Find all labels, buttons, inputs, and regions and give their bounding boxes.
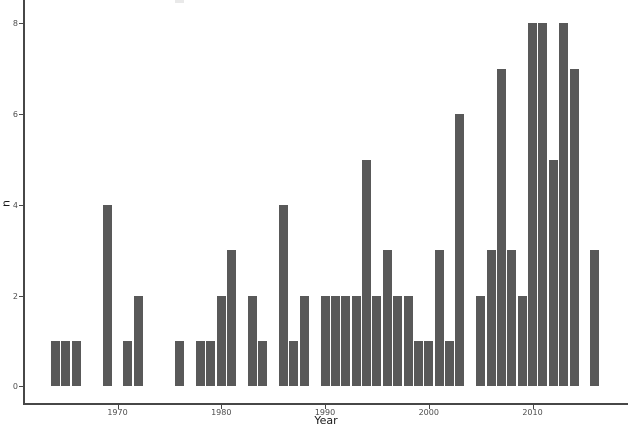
bar-2014 <box>569 68 579 387</box>
x-tick-mark-1990 <box>325 405 326 409</box>
bar-2012 <box>548 159 558 387</box>
x-tick-label-2010: 2010 <box>522 408 543 417</box>
y-tick-label-0: 0 <box>12 382 18 392</box>
bar-1979 <box>206 341 216 387</box>
y-axis-line <box>23 0 25 405</box>
y-tick-label-8: 8 <box>12 19 18 29</box>
y-axis-title: n <box>0 200 13 207</box>
bar-1991 <box>330 295 340 387</box>
y-tick-mark-8 <box>19 23 23 25</box>
bar-1987 <box>289 341 299 387</box>
y-tick-mark-0 <box>19 386 23 388</box>
y-tick-label-4: 4 <box>12 200 18 210</box>
bar-2013 <box>559 23 569 387</box>
bar-2009 <box>517 295 527 387</box>
x-axis-line <box>23 403 628 405</box>
bar-2005 <box>476 295 486 387</box>
y-tick-label-6: 6 <box>12 110 18 120</box>
x-tick-label-1990: 1990 <box>314 408 336 417</box>
bar-1976 <box>175 341 185 387</box>
bar-2000 <box>424 341 434 387</box>
y-tick-label-2: 2 <box>12 291 18 301</box>
y-tick-mark-4 <box>19 204 23 206</box>
bar-1984 <box>258 341 268 387</box>
bar-1966 <box>71 341 81 387</box>
x-tick-mark-2010 <box>532 405 534 409</box>
x-tick-mark-1980 <box>221 405 223 409</box>
bar-2011 <box>538 23 548 387</box>
bar-1990 <box>320 295 330 387</box>
bar-1980 <box>216 295 226 387</box>
x-tick-label-2000: 2000 <box>418 408 439 417</box>
y-tick-mark-6 <box>19 114 23 116</box>
bar-1969 <box>102 204 112 387</box>
bar-2008 <box>507 250 517 387</box>
bar-1972 <box>133 295 143 387</box>
x-tick-label-1970: 1970 <box>107 408 128 417</box>
bar-1992 <box>341 295 351 387</box>
bar-1965 <box>61 341 71 387</box>
bar-1999 <box>413 341 423 387</box>
bar-1988 <box>299 295 309 387</box>
bar-1993 <box>351 295 361 387</box>
bar-2003 <box>455 114 465 387</box>
bar-1964 <box>50 341 60 387</box>
bar-2006 <box>486 250 496 387</box>
x-tick-mark-2000 <box>428 405 430 409</box>
bar-2016 <box>590 250 600 387</box>
bar-1978 <box>196 341 205 387</box>
bar-2010 <box>528 23 537 387</box>
bar-1997 <box>393 295 403 387</box>
bar-1986 <box>279 204 288 387</box>
bar-1996 <box>382 250 392 387</box>
bar-1981 <box>227 250 237 387</box>
bar-1998 <box>403 295 413 387</box>
x-tick-mark-1970 <box>117 405 119 409</box>
cropped-title-artifact <box>175 0 184 3</box>
bar-1983 <box>247 295 257 387</box>
bar-2002 <box>445 341 454 387</box>
x-tick-label-1980: 1980 <box>211 408 232 417</box>
x-axis-title: Year <box>314 414 338 427</box>
y-tick-mark-2 <box>19 295 23 297</box>
bar-2001 <box>434 250 444 387</box>
bar-1995 <box>372 295 382 387</box>
bar-1994 <box>362 159 371 387</box>
bar-1971 <box>123 341 133 387</box>
bar-2007 <box>496 68 506 387</box>
